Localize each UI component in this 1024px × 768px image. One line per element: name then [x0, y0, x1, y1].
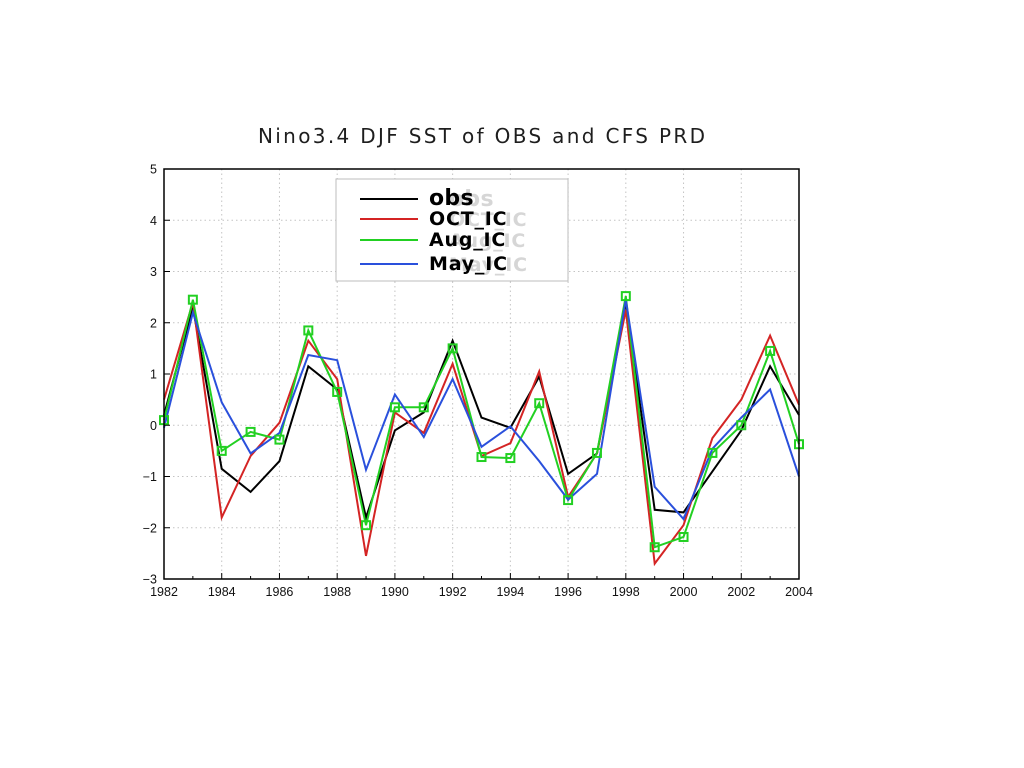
x-tick-label: 1990 — [381, 585, 409, 599]
legend-swatch-oct-ic — [360, 218, 418, 220]
y-axis-labels: 5 4 3 2 1 0 −1 −2 −3 — [143, 163, 157, 587]
y-tick-label: 5 — [150, 163, 157, 177]
series-layer — [163, 295, 800, 567]
x-tick-label: 1992 — [439, 585, 467, 599]
x-axis-labels: 1982 1984 1986 1988 1990 1992 1994 1996 1998 2000… — [150, 585, 813, 599]
aug-ic-marker — [332, 386, 343, 397]
aug-ic-marker — [389, 402, 400, 413]
legend-entry-oct-ic: OCT_IC — [360, 207, 560, 231]
aug-ic-marker — [591, 447, 602, 458]
y-tick-label: −2 — [143, 521, 157, 535]
aug-ic-marker — [245, 426, 256, 437]
chart-title: Nino3.4 DJF SST of OBS and CFS PRD — [258, 124, 705, 148]
aug-ic-marker — [187, 294, 198, 305]
x-tick-label: 2002 — [727, 585, 755, 599]
series-line-oct-ic — [163, 302, 800, 567]
legend-entry-may-ic: May_IC — [360, 252, 560, 276]
series-line-aug-ic — [163, 295, 800, 549]
aug-ic-marker — [476, 452, 487, 463]
aug-ic-marker — [620, 291, 631, 302]
aug-ic-marker — [678, 531, 689, 542]
x-tick-label: 1994 — [496, 585, 524, 599]
legend-entry-aug-ic: Aug_IC — [360, 228, 560, 252]
x-tick-label: 1996 — [554, 585, 582, 599]
series-line-may-ic — [163, 299, 800, 521]
x-tick-label: 1986 — [266, 585, 294, 599]
y-tick-label: −3 — [143, 573, 157, 587]
aug-ic-marker — [447, 343, 458, 354]
series-line-obs — [163, 302, 800, 522]
legend-entry-obs: obs — [360, 187, 560, 211]
aug-ic-marker — [418, 402, 429, 413]
y-tick-label: −1 — [143, 470, 157, 484]
y-tick-label: 1 — [150, 368, 157, 382]
legend-label-oct-ic: OCT_IC — [429, 208, 508, 230]
x-tick-label: 2000 — [670, 585, 698, 599]
aug-ic-marker — [534, 398, 545, 409]
legend-label-aug-ic: Aug_IC — [429, 229, 507, 251]
marker-layer — [159, 291, 804, 553]
x-tick-label: 1988 — [323, 585, 351, 599]
aug-ic-marker — [765, 345, 776, 356]
legend-label-may-ic: May_IC — [429, 253, 508, 275]
legend-swatch-aug-ic — [360, 239, 418, 241]
x-tick-label: 1984 — [208, 585, 236, 599]
aug-ic-marker — [736, 420, 747, 431]
legend-swatch-may-ic — [360, 263, 418, 265]
x-tick-label: 1998 — [612, 585, 640, 599]
aug-ic-marker — [216, 445, 227, 456]
aug-ic-marker — [303, 325, 314, 336]
y-tick-label: 2 — [150, 316, 157, 330]
y-tick-label: 4 — [150, 214, 157, 228]
aug-ic-marker — [649, 542, 660, 553]
aug-ic-marker — [505, 453, 516, 464]
y-tick-label: 3 — [150, 265, 157, 279]
aug-ic-marker — [563, 495, 574, 506]
aug-ic-marker — [707, 447, 718, 458]
y-tick-label: 0 — [150, 419, 157, 433]
legend-label-obs: obs — [429, 186, 474, 211]
x-tick-label: 1982 — [150, 585, 178, 599]
axis-ticks — [163, 168, 800, 580]
aug-ic-marker — [361, 520, 372, 531]
legend-swatch-obs — [360, 198, 418, 200]
x-tick-label: 2004 — [785, 585, 813, 599]
aug-ic-marker — [274, 434, 285, 445]
